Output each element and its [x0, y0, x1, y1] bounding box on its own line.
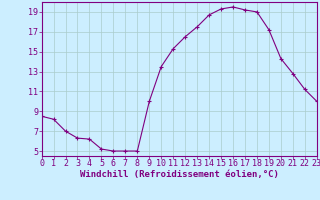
- X-axis label: Windchill (Refroidissement éolien,°C): Windchill (Refroidissement éolien,°C): [80, 170, 279, 179]
